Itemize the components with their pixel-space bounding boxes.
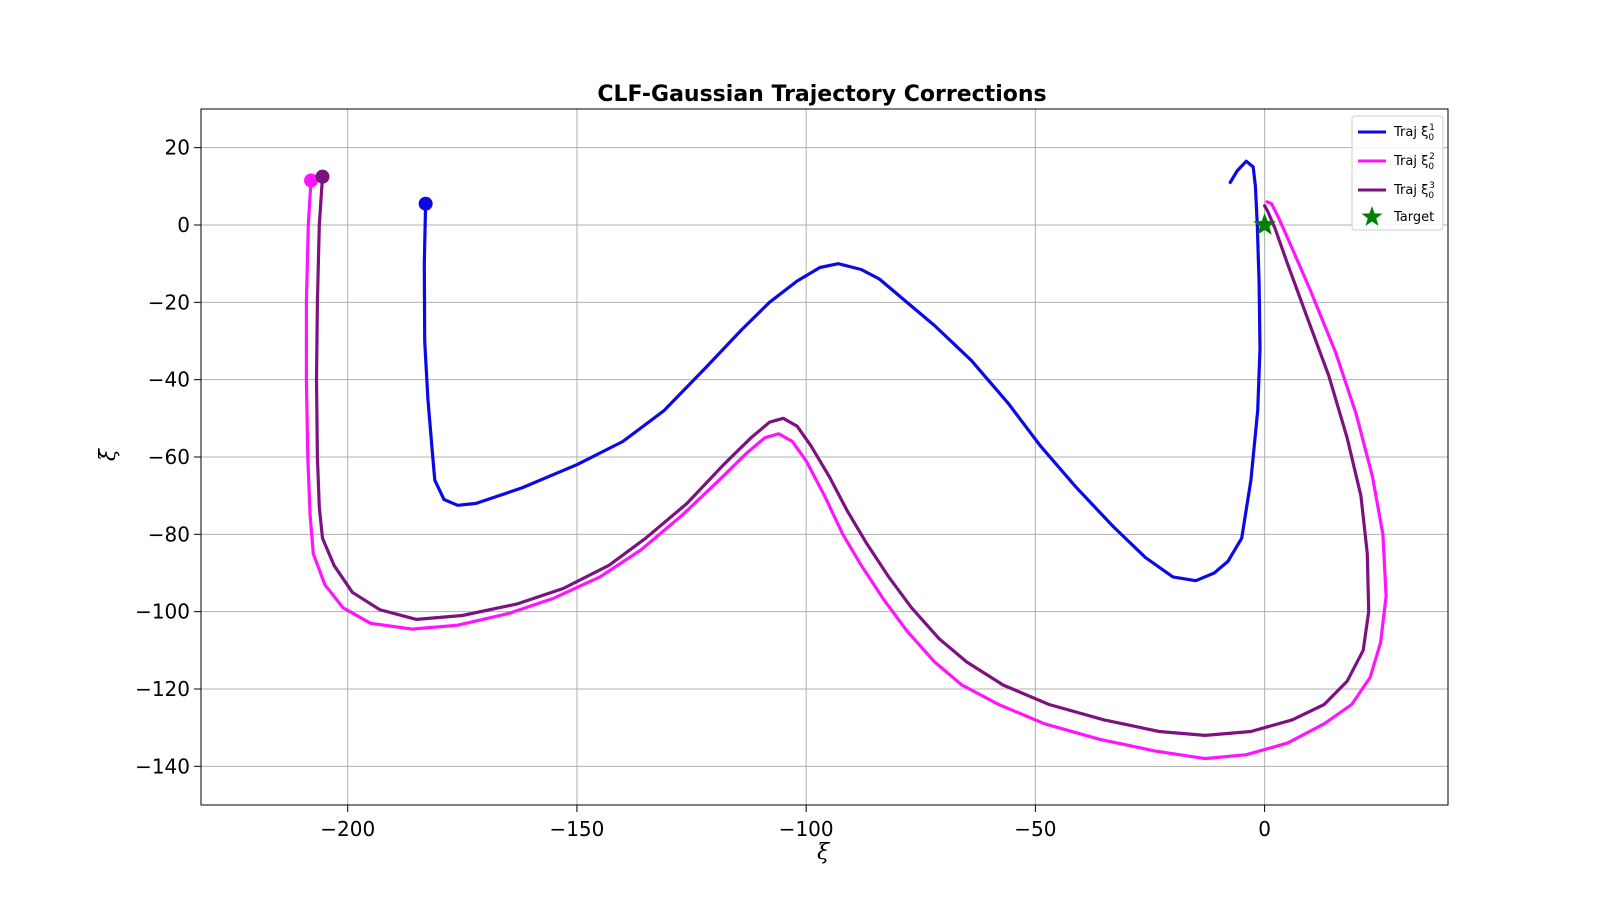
y-axis-label: ξ̇ (96, 447, 121, 461)
grid (201, 109, 1448, 805)
x-tick-label: −200 (320, 817, 375, 841)
y-tick-label: −20 (148, 290, 190, 314)
y-tick-label: −40 (148, 368, 190, 392)
legend-label-3: Traj ξ03 (1393, 181, 1435, 201)
legend-label-base: Traj ξ (1393, 154, 1428, 169)
y-tick-label: 0 (177, 213, 190, 237)
x-axis-label: ξ (817, 840, 831, 865)
legend-label-sub: 0 (1428, 191, 1434, 201)
y-tick-label: −120 (135, 677, 190, 701)
y-tick-label: −140 (135, 754, 190, 778)
series-line-3 (314, 175, 1371, 737)
x-tick-label: −50 (1014, 817, 1056, 841)
legend-label-sup: 3 (1429, 181, 1435, 191)
legend-label-base: Traj ξ (1393, 183, 1428, 198)
y-tick-label: −100 (135, 600, 190, 624)
start-point-2 (304, 173, 319, 188)
legend-label-1: Traj ξ01 (1393, 123, 1435, 143)
target-marker (1253, 213, 1276, 235)
start-point-1 (418, 196, 433, 211)
legend-label-base: Traj ξ (1393, 125, 1428, 140)
series-line-2 (304, 178, 1388, 761)
y-tick-label: −80 (148, 522, 190, 546)
legend-label-2: Traj ξ02 (1393, 152, 1435, 172)
x-tick-label: −150 (549, 817, 604, 841)
legend-label-sup: 2 (1429, 152, 1435, 162)
legend-label-sup: 1 (1429, 123, 1435, 133)
ticks: −200 −150 −100 −50 0 20 0 −20 −40 −60 −80 −100 −120 −… (135, 136, 1271, 841)
legend-target-swatch (1361, 206, 1383, 226)
x-tick-label: 0 (1258, 817, 1271, 841)
legend-label-sub: 0 (1428, 133, 1434, 143)
y-tick-label: −60 (148, 445, 190, 469)
start-point-3 (315, 169, 330, 184)
legend-label-target: Target (1393, 210, 1434, 225)
chart-title: CLF-Gaussian Trajectory Corrections (597, 82, 1046, 107)
x-tick-label: −100 (779, 817, 834, 841)
series-line-1 (422, 159, 1262, 583)
y-tick-label: 20 (165, 136, 190, 160)
legend-box (1351, 115, 1444, 231)
legend-label-sub: 0 (1428, 162, 1434, 172)
series-layer (304, 159, 1388, 761)
